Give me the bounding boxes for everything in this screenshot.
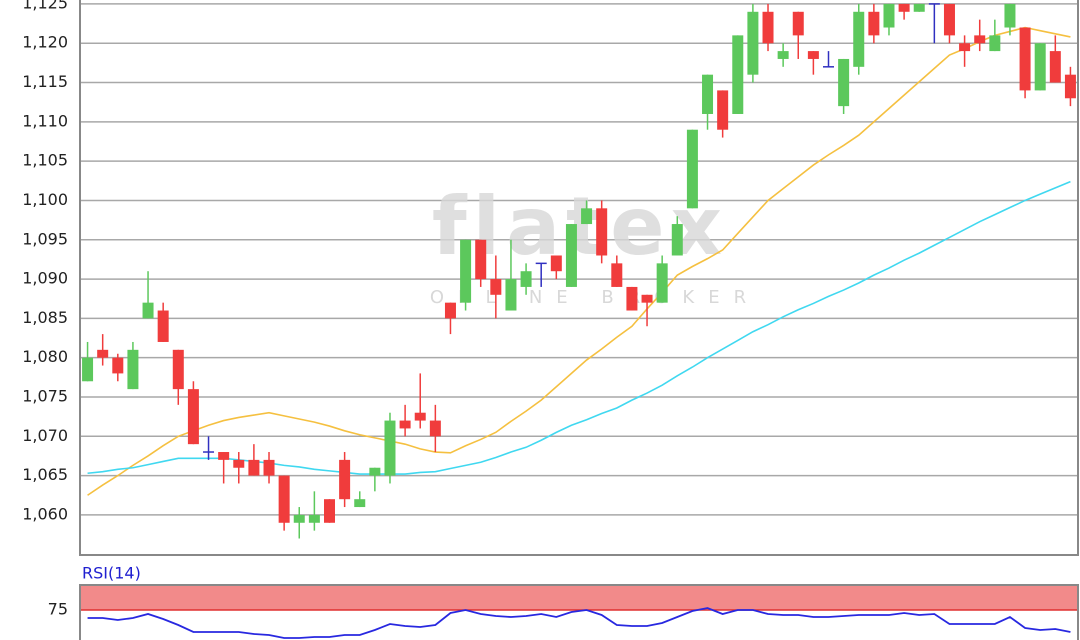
candle-body — [324, 499, 335, 523]
candle-body — [656, 263, 668, 303]
candle-body — [112, 357, 124, 374]
candle-body — [293, 514, 305, 523]
y-tick-label: 1,075 — [22, 386, 68, 405]
candle-body — [490, 279, 502, 295]
candle-body — [142, 302, 154, 319]
candle-body — [686, 129, 698, 209]
candle-body — [626, 286, 638, 311]
candle-body — [505, 279, 517, 311]
y-tick-label: 1,110 — [22, 111, 68, 130]
candle-body — [384, 420, 396, 476]
candle-body — [1049, 51, 1061, 83]
candle-body — [1004, 3, 1016, 28]
candle-body — [959, 43, 971, 52]
candle-body — [444, 302, 456, 319]
candle-body — [339, 459, 351, 500]
candle-body — [520, 271, 532, 287]
candle-body — [883, 3, 895, 28]
candle-body — [913, 3, 925, 12]
rsi-area — [80, 585, 1078, 639]
y-tick-label: 1,095 — [22, 229, 68, 248]
candle-body — [187, 389, 199, 445]
y-tick-label: 1,060 — [22, 504, 68, 523]
candle-body — [747, 11, 759, 75]
candle-body — [1064, 74, 1076, 99]
y-tick-label: 1,115 — [22, 72, 68, 91]
candle-body — [611, 263, 623, 287]
candle-body — [565, 224, 577, 287]
candle-body — [399, 420, 411, 429]
candle-body — [974, 35, 986, 44]
overbought-band — [80, 585, 1078, 611]
y-tick-label: 1,065 — [22, 465, 68, 484]
candle-body — [82, 357, 94, 382]
candle-body — [369, 467, 381, 476]
y-tick-label: 1,090 — [22, 269, 68, 288]
y-tick-label: 1,120 — [22, 33, 68, 52]
candle-body — [1019, 27, 1031, 91]
candle-body — [641, 294, 653, 303]
candle-body — [762, 11, 774, 44]
candle-body — [732, 35, 744, 114]
candle-body — [127, 349, 139, 390]
candle-body — [853, 11, 865, 67]
plot-frame — [79, 0, 1079, 556]
candle-body — [898, 3, 910, 12]
candle-body — [172, 349, 184, 390]
candle-body — [233, 459, 245, 468]
candle-body — [308, 514, 320, 523]
candle-body — [354, 499, 366, 508]
y-tick-label: 1,125 — [22, 0, 68, 12]
candle-body — [429, 420, 441, 437]
candle-body — [550, 255, 562, 272]
candle-body — [868, 11, 880, 36]
candle-body — [581, 208, 593, 225]
candle-body — [460, 239, 472, 303]
candle-body — [218, 452, 230, 460]
y-tick-label: 1,085 — [22, 308, 68, 327]
y-tick-label: 75 — [48, 600, 68, 619]
moving-average — [87, 26, 1071, 496]
watermark-sub: ONLINE BROKER — [430, 287, 760, 308]
candle-body — [596, 208, 608, 256]
candle-body — [838, 58, 850, 107]
candle-body — [989, 35, 1001, 52]
candle-body — [777, 51, 789, 59]
candle-body — [475, 239, 487, 280]
candle-body — [248, 459, 260, 476]
candle-body — [157, 310, 169, 342]
rsi-frame — [79, 584, 1079, 640]
candle-body — [702, 74, 714, 114]
candle-body — [943, 3, 955, 36]
candle-body — [1034, 43, 1046, 91]
candle-body — [414, 412, 426, 421]
candle-body — [807, 51, 819, 59]
candle-body — [97, 349, 109, 358]
panel-title: RSI(14) — [82, 564, 141, 583]
y-tick-label: 1,070 — [22, 426, 68, 445]
candle-body — [671, 224, 683, 256]
y-tick-label: 1,105 — [22, 151, 68, 170]
candle-body — [278, 475, 290, 523]
candle-body — [717, 90, 729, 130]
y-tick-label: 1,080 — [22, 347, 68, 366]
candle-body — [792, 11, 804, 36]
candle-body — [263, 459, 275, 476]
y-tick-label: 1,100 — [22, 190, 68, 209]
rsi-line — [87, 607, 1071, 639]
